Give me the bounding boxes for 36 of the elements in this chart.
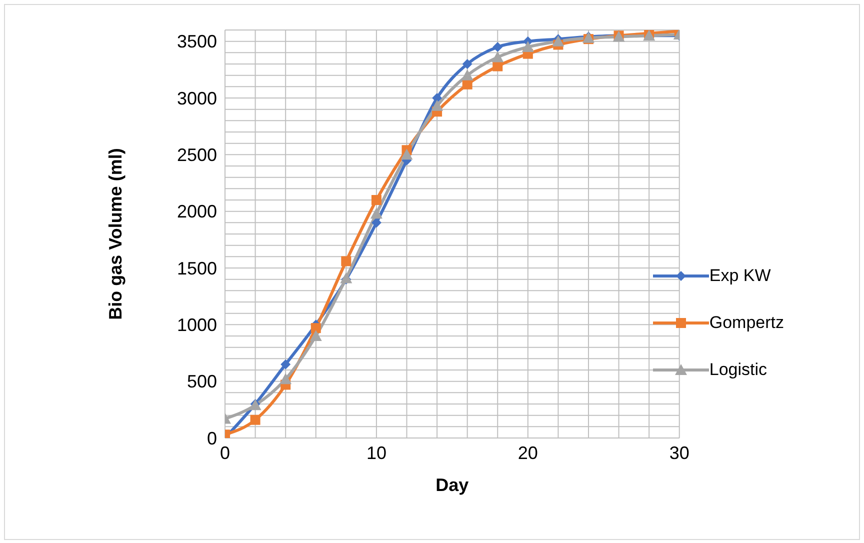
point [370,208,382,219]
point [310,330,322,341]
x-tick-label: 10 [366,442,386,463]
y-tick-label: 2500 [176,145,217,166]
point [431,100,444,111]
point [371,195,382,205]
point [400,148,413,160]
point [341,256,352,266]
x-tick-label: 20 [518,442,538,463]
point [280,373,292,384]
x-axis-title: Day [436,475,469,495]
point [492,42,503,52]
y-tick-label: 1500 [176,258,217,278]
point [280,359,291,370]
point [371,218,382,228]
y-tick-label: 2000 [176,202,217,222]
point [522,41,534,52]
legend-label: Logistic [709,360,767,380]
y-tick-label: 3500 [176,32,217,52]
legend-label: Gompertz [709,312,784,332]
point [492,51,504,62]
point [310,323,321,334]
point [461,69,474,80]
point [432,93,442,103]
point [462,59,472,69]
y-tick-label: 1000 [176,315,217,336]
y-axis-title: Bio gas Volume (ml) [105,148,126,320]
y-tick-label: 0 [206,428,217,448]
y-tick-label: 3000 [176,88,217,108]
y-tick-label: 500 [186,372,217,392]
point [462,79,472,90]
x-tick-label: 30 [669,442,690,463]
x-tick-label: 0 [220,442,230,463]
legend-label: Exp KW [709,266,771,286]
point [492,61,503,72]
point [250,414,260,425]
